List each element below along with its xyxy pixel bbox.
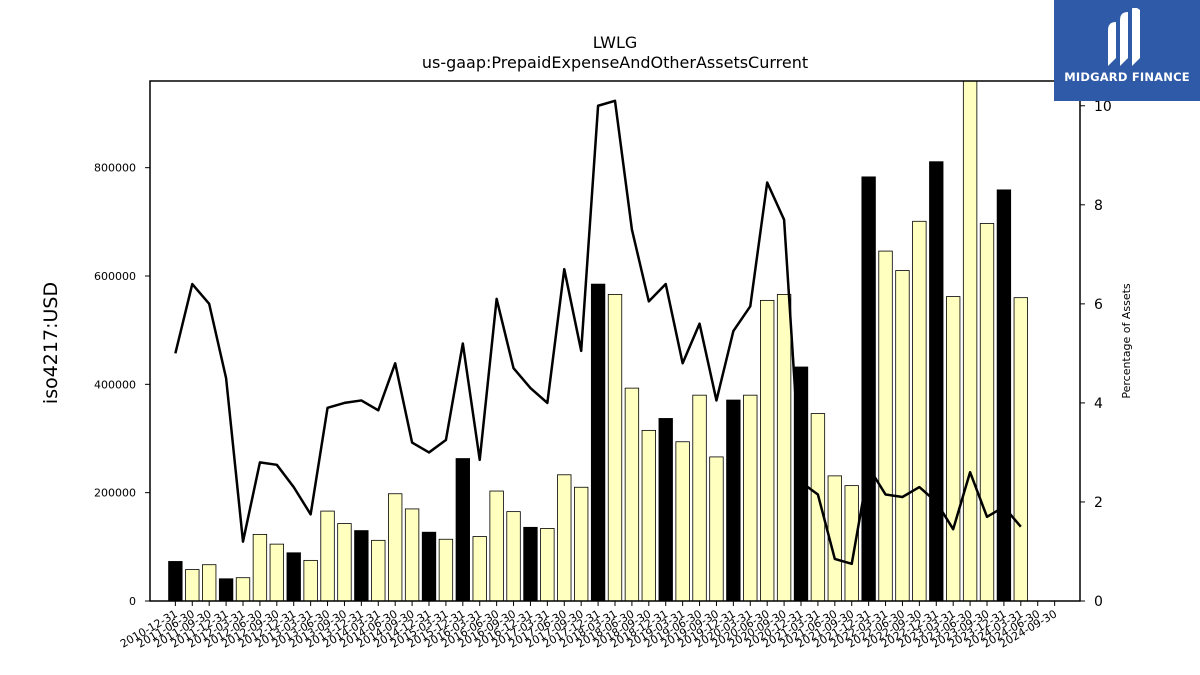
bar (337, 523, 352, 602)
bar (404, 508, 420, 602)
midgard-logo-icon (1108, 8, 1140, 66)
bar (506, 511, 521, 602)
bar (303, 559, 318, 602)
bar (371, 539, 386, 602)
logo-text: MIDGARD FINANCE (1064, 70, 1190, 84)
bar (354, 530, 369, 602)
bar (235, 577, 251, 602)
bar (929, 161, 944, 602)
bar (574, 486, 589, 602)
bar (455, 458, 470, 602)
bar (946, 296, 961, 602)
bar (320, 510, 335, 602)
bar (878, 250, 893, 602)
midgard-finance-logo: MIDGARD FINANCE (1054, 0, 1200, 101)
y2-tick-label: 2 (1094, 495, 1103, 511)
bar (185, 569, 200, 602)
line-series (174, 99, 1022, 566)
y2-tick-label: 10 (1094, 99, 1112, 115)
y2-tick-label: 8 (1094, 198, 1103, 214)
bar (269, 543, 284, 602)
chart-subtitle: us-gaap:PrepaidExpenseAndOtherAssetsCurr… (422, 53, 808, 72)
y2-tick-label: 4 (1094, 396, 1103, 412)
bar (388, 493, 403, 602)
bar (489, 490, 504, 602)
chart-title: LWLG (593, 33, 638, 52)
y-axis-label: iso4217:USD (40, 282, 62, 404)
bar (692, 394, 707, 602)
bar (557, 474, 572, 602)
bar (472, 536, 487, 602)
bar (979, 223, 995, 602)
y2-tick-label: 0 (1094, 594, 1103, 610)
bar (438, 538, 454, 602)
bar (962, 80, 978, 602)
bar (540, 528, 555, 602)
bar (743, 394, 758, 602)
bar (252, 533, 268, 602)
bar (590, 283, 606, 602)
bar (168, 561, 183, 602)
axes: 020000040000060000080000002468102010-12-… (94, 80, 1112, 651)
bar (624, 387, 640, 602)
y-tick-label: 200000 (94, 487, 136, 500)
bar-series (168, 80, 1028, 602)
bar (996, 189, 1012, 602)
bar (912, 220, 927, 602)
bar (810, 413, 826, 602)
bar (641, 429, 656, 602)
bar (421, 531, 437, 602)
bar (895, 270, 910, 602)
bar (861, 176, 876, 602)
y-tick-label: 0 (129, 595, 136, 608)
y2-axis-label: Percentage of Assets (1120, 283, 1133, 399)
y-tick-label: 800000 (94, 162, 136, 175)
bar (726, 399, 741, 602)
bar (218, 578, 234, 602)
bar (523, 526, 538, 602)
bar (658, 418, 673, 602)
bar (776, 294, 792, 602)
percentage-line (174, 99, 1022, 566)
bar (286, 552, 301, 602)
bar (675, 441, 690, 602)
y2-tick-label: 6 (1094, 297, 1103, 313)
y-tick-label: 600000 (94, 270, 136, 283)
bar (760, 299, 775, 602)
bar (709, 456, 724, 602)
y-tick-label: 400000 (94, 378, 136, 391)
bar (607, 294, 623, 602)
bar (1013, 297, 1028, 602)
bar (202, 564, 217, 602)
